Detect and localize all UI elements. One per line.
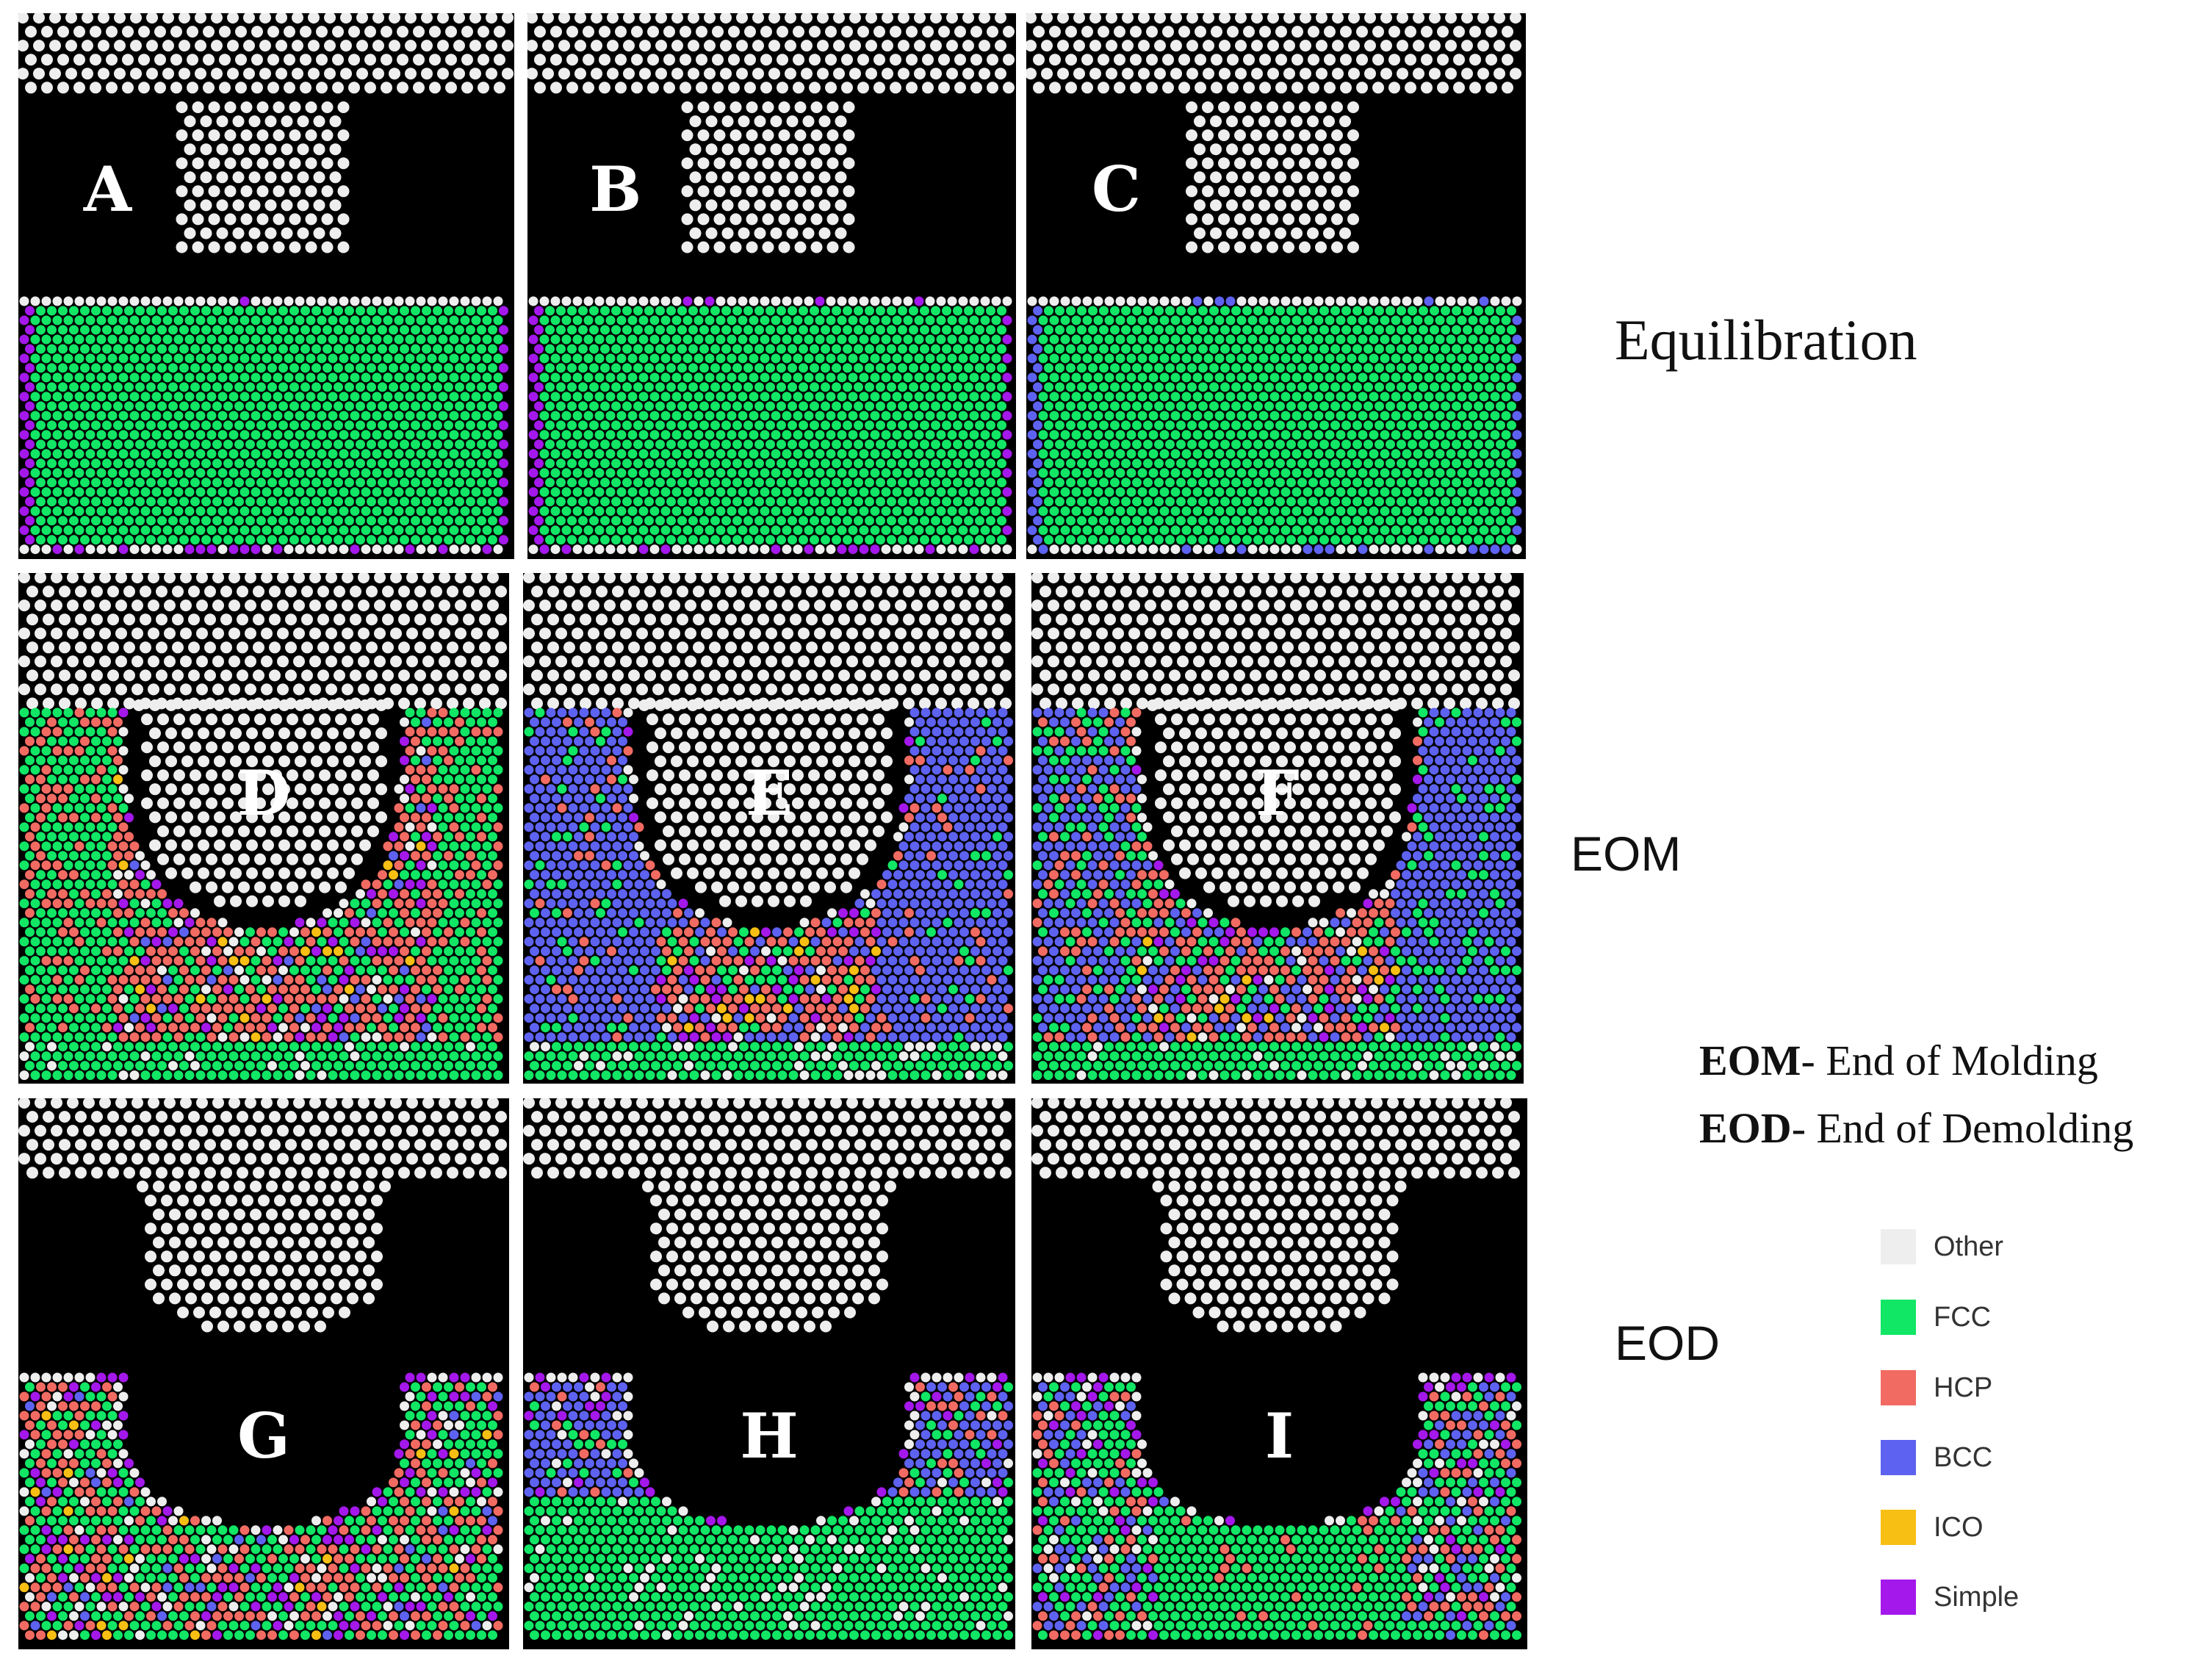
legend-label-simple: Simple	[1934, 1581, 2020, 1613]
atom-map	[523, 573, 1013, 1081]
atom-map	[18, 573, 507, 1081]
abbreviation-eod-term: EOD	[1699, 1104, 1792, 1152]
atom-map	[18, 1098, 507, 1640]
atom-map	[1026, 13, 1522, 555]
atom-map	[18, 13, 514, 555]
legend-swatch-bcc	[1881, 1440, 1916, 1475]
panel-b: B	[527, 13, 1016, 559]
abbreviation-eod: EOD- End of Demolding	[1699, 1103, 2133, 1153]
atom-map	[527, 13, 1015, 555]
panel-letter: C	[1091, 153, 1141, 226]
legend-item-fcc: FCC	[1881, 1299, 1991, 1336]
legend-item-simple: Simple	[1881, 1579, 2019, 1616]
atom-map	[1031, 1098, 1521, 1640]
legend-label-hcp: HCP	[1934, 1372, 1993, 1403]
legend-swatch-ico	[1881, 1510, 1916, 1545]
abbreviation-eom: EOM- End of Molding	[1699, 1036, 2098, 1085]
panel-e: E	[523, 573, 1015, 1084]
panel-letter: D	[237, 757, 291, 829]
legend-swatch-other	[1881, 1229, 1916, 1264]
abbreviation-eom-term: EOM	[1699, 1037, 1801, 1084]
row-label-eod: EOD	[1615, 1316, 1721, 1370]
panel-letter: B	[589, 153, 642, 226]
legend-item-hcp: HCP	[1881, 1369, 1992, 1406]
legend-item-other: Other	[1881, 1228, 2003, 1265]
panel-h: H	[523, 1098, 1015, 1649]
atom-map	[523, 1098, 1013, 1640]
panel-letter: F	[1255, 757, 1300, 829]
panel-c: C	[1026, 13, 1526, 559]
panel-letter: E	[745, 757, 793, 829]
legend-item-bcc: BCC	[1881, 1439, 1992, 1476]
panel-i: I	[1031, 1098, 1527, 1649]
legend-swatch-fcc	[1881, 1300, 1916, 1335]
panel-a: A	[18, 13, 514, 559]
panel-letter: I	[1264, 1400, 1294, 1472]
atom-map	[1031, 573, 1521, 1081]
row-label-eom: EOM	[1571, 826, 1682, 881]
panel-g: G	[18, 1098, 509, 1649]
row-label-equilibration: Equilibration	[1615, 308, 1917, 372]
panel-letter: H	[740, 1400, 799, 1472]
legend-label-fcc: FCC	[1934, 1301, 1992, 1333]
legend-label-other: Other	[1934, 1231, 2004, 1262]
legend-label-ico: ICO	[1934, 1511, 1984, 1543]
legend-label-bcc: BCC	[1934, 1441, 1993, 1473]
legend-swatch-simple	[1881, 1580, 1916, 1615]
panel-letter: G	[237, 1400, 290, 1472]
abbreviation-eom-definition: - End of Molding	[1801, 1037, 2098, 1084]
panel-letter: A	[83, 153, 132, 226]
abbreviation-eod-definition: - End of Demolding	[1791, 1104, 2134, 1152]
panel-d: D	[18, 573, 509, 1084]
panel-f: F	[1031, 573, 1524, 1084]
legend-swatch-hcp	[1881, 1370, 1916, 1405]
legend-item-ico: ICO	[1881, 1509, 1984, 1546]
